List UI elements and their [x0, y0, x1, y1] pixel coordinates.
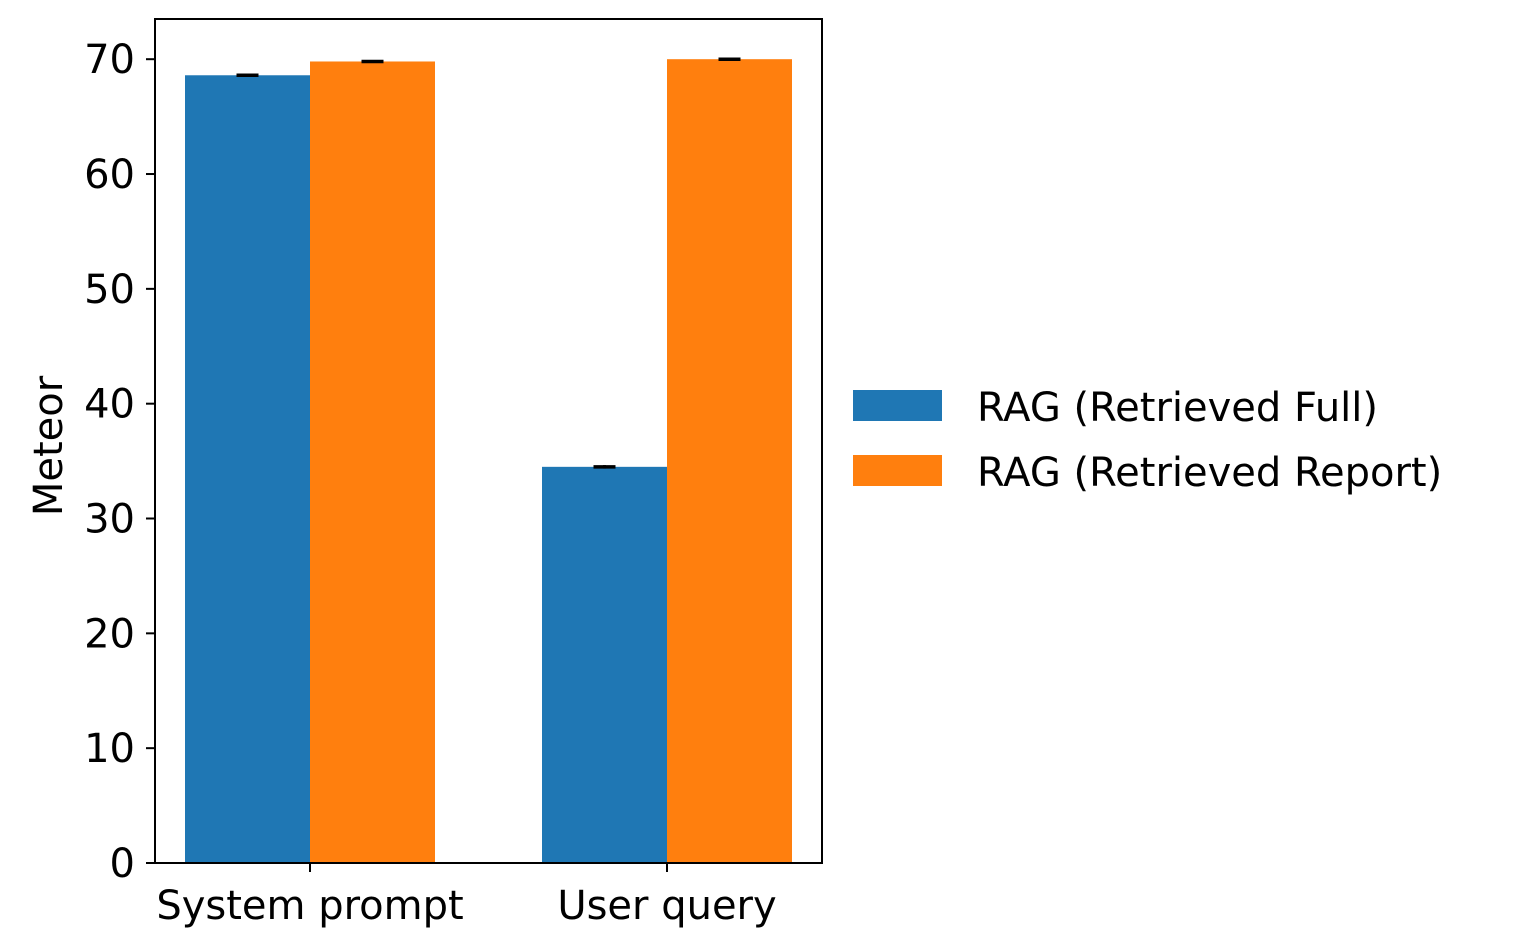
y-axis: 0 10 20 30 40 50 60 70: [84, 37, 155, 887]
x-tick-label: System prompt: [156, 883, 463, 929]
legend-label-1: RAG (Retrieved Full): [977, 385, 1378, 431]
y-tick-label: 0: [110, 841, 135, 887]
y-tick-label: 10: [84, 726, 135, 772]
y-axis-label: Meteor: [26, 375, 72, 516]
bar-2-2: [667, 59, 792, 863]
bar-1-2: [542, 466, 667, 863]
y-tick-label: 50: [84, 267, 135, 313]
plot-frame: [154, 18, 823, 864]
bar-1-1: [185, 75, 310, 864]
y-tick-label: 60: [84, 152, 135, 198]
bars-layer: [185, 59, 792, 864]
bar-2-1: [310, 61, 435, 864]
y-tick-label: 40: [84, 382, 135, 428]
error-bars-layer: [236, 57, 741, 469]
legend-swatch-1: [853, 390, 942, 421]
y-tick-label: 30: [84, 497, 135, 543]
legend: RAG (Retrieved Full) RAG (Retrieved Repor…: [853, 385, 1442, 496]
x-axis: System prompt User query: [156, 863, 777, 929]
y-tick-label: 20: [84, 611, 135, 657]
y-tick-label: 70: [84, 37, 135, 83]
legend-label-2: RAG (Retrieved Report): [977, 450, 1442, 496]
legend-swatch-2: [853, 455, 942, 486]
x-tick-label: User query: [557, 883, 776, 929]
